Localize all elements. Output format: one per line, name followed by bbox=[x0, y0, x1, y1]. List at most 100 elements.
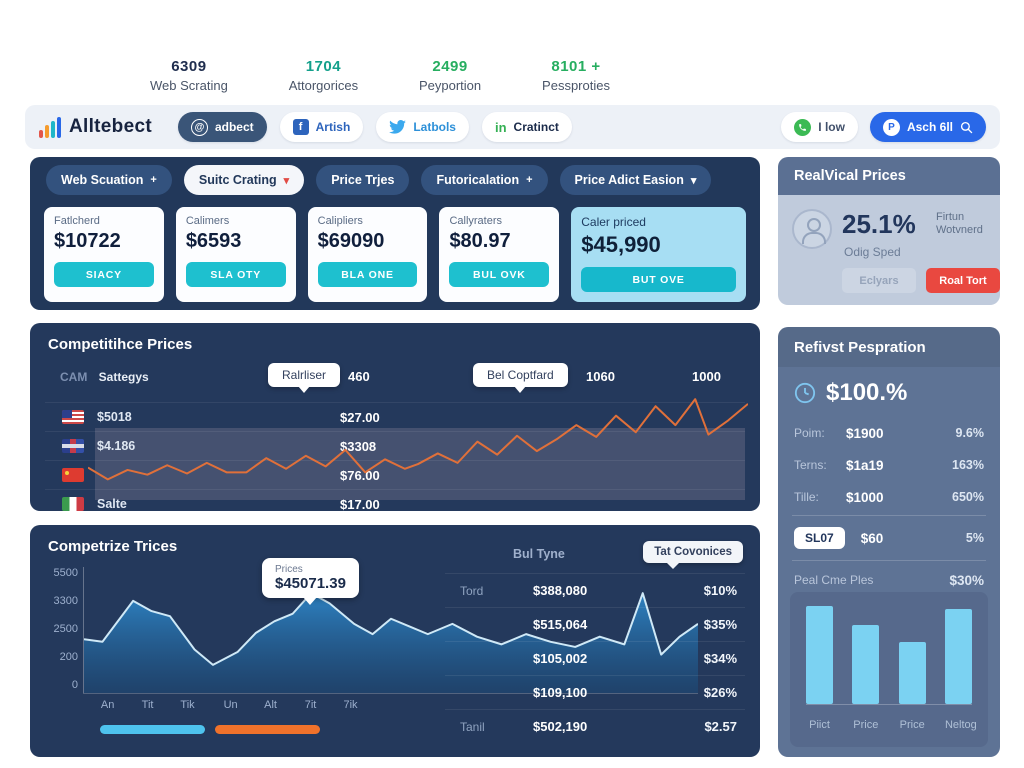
table-row[interactable]: $515,064 $35% bbox=[445, 607, 745, 641]
column-header: Bul Tyne bbox=[513, 547, 565, 561]
sidebar-bar-chart: Piict Price Price Neltog bbox=[790, 592, 988, 747]
button-label: Cratinct bbox=[513, 120, 559, 134]
it-flag-icon bbox=[62, 497, 84, 511]
price-card: Callyraters $80.97 BUL OVK bbox=[439, 207, 560, 302]
card-buy-button[interactable]: BUT OVE bbox=[581, 267, 736, 292]
row-percent: $35% bbox=[703, 617, 737, 632]
row-price: $3308 bbox=[340, 438, 377, 454]
big-value: $100.% bbox=[826, 379, 908, 406]
card-buy-button[interactable]: SLA OTY bbox=[185, 262, 286, 287]
card-label: Calipliers bbox=[317, 215, 363, 227]
tooltip-text: Ralrliser bbox=[282, 368, 327, 382]
nav-price-trjes[interactable]: Price Trjes bbox=[316, 165, 410, 195]
percent-note: Firtun Wotvnerd bbox=[936, 211, 983, 237]
cn-flag-icon bbox=[62, 468, 84, 482]
nav-label: Web Scuation bbox=[61, 173, 144, 187]
tooltip-text: Bel Coptfard bbox=[487, 368, 554, 382]
row-value: $515,064 bbox=[533, 617, 588, 632]
bar-label: Price bbox=[853, 719, 879, 731]
clock-icon bbox=[794, 382, 816, 404]
p-circle-icon: P bbox=[882, 118, 900, 136]
tooltip-label: Prices bbox=[275, 564, 303, 575]
at-circle-icon: @ bbox=[190, 118, 208, 136]
competitor-row[interactable]: $5018 $27.00 bbox=[45, 402, 745, 431]
table-row[interactable]: Tanil $502,190 $2.57 bbox=[445, 709, 745, 743]
nav-label: Suitc Crating bbox=[198, 173, 277, 187]
adbect-button[interactable]: @ adbect bbox=[177, 112, 267, 142]
card-buy-button[interactable]: BUL OVK bbox=[449, 262, 550, 287]
competitor-prices-panel: Competitihce Prices CAM Sattegys Ralrlis… bbox=[30, 323, 760, 511]
row-percent: $26% bbox=[703, 685, 737, 700]
header-bar: Alltebect @ adbect f Artish Latbols in C… bbox=[25, 105, 1000, 149]
stat-label: Attorgorices bbox=[288, 78, 359, 93]
secondary-button[interactable]: Eclyars bbox=[842, 268, 916, 293]
plus-icon: + bbox=[150, 174, 157, 186]
stat-pessproties: 8101 + Pessproties bbox=[542, 58, 610, 93]
row-label: $4.186 bbox=[97, 439, 136, 453]
percent-value: 25.1% bbox=[842, 209, 916, 239]
subtext: Odig Sped bbox=[844, 245, 901, 259]
bar bbox=[944, 608, 972, 704]
nav-suitc-crating[interactable]: Suitc Crating ▾ bbox=[183, 165, 305, 195]
button-label: Asch 6ll bbox=[906, 120, 953, 134]
search-icon bbox=[960, 121, 973, 133]
row-value: $105,002 bbox=[533, 651, 588, 666]
search-action-button[interactable]: P Asch 6ll bbox=[869, 112, 986, 142]
stat-peyportion: 2499 Peyportion bbox=[419, 58, 481, 93]
row-value: $1a19 bbox=[846, 457, 884, 473]
twitter-button[interactable]: Latbols bbox=[376, 112, 469, 142]
row-value: $109,100 bbox=[533, 685, 588, 700]
card-buy-button[interactable]: BLA ONE bbox=[317, 262, 418, 287]
row-value: $388,080 bbox=[533, 583, 588, 598]
panel-buttons: Eclyars Roal Tort bbox=[842, 268, 1000, 293]
panel-title: Refivst Pespration bbox=[778, 327, 1000, 367]
nav-price-adict-easion[interactable]: Price Adict Easion ▾ bbox=[559, 165, 712, 195]
stat-attorgorices: 1704 Attorgorices bbox=[289, 58, 358, 93]
facebook-button[interactable]: f Artish bbox=[279, 112, 364, 142]
row-label: Tanil bbox=[460, 719, 485, 734]
card-buy-button[interactable]: SIACY bbox=[54, 262, 154, 287]
row-price: $17.00 bbox=[340, 496, 380, 512]
card-price: $10722 bbox=[54, 230, 121, 252]
table-header: Bul Tyne Tat Covonices bbox=[445, 535, 745, 573]
nav-bar: Web Scuation + Suitc Crating ▾ Price Trjes… bbox=[30, 157, 760, 203]
bar-label: Neltog bbox=[944, 719, 977, 731]
legend-pill-cyan bbox=[100, 725, 205, 734]
bars-area bbox=[806, 606, 972, 705]
competitor-line-chart bbox=[88, 385, 748, 503]
card-label: Caler priced bbox=[581, 215, 646, 229]
tooltip-value: $45071.39 bbox=[275, 575, 346, 592]
button-label: I low bbox=[818, 120, 845, 134]
competitor-row[interactable]: $76.00 bbox=[45, 460, 745, 489]
row-price: $76.00 bbox=[340, 467, 380, 483]
chevron-down-icon: ▾ bbox=[690, 174, 697, 187]
x-axis-line bbox=[83, 693, 698, 694]
x-axis-ticks: An Tit Tik Un Alt 7it 7ik bbox=[83, 699, 698, 713]
table-row[interactable]: Tord $388,080 $10% bbox=[445, 573, 745, 607]
logo-bars-icon bbox=[39, 116, 61, 138]
table-chip[interactable]: Tat Covonices bbox=[643, 541, 743, 569]
table-row[interactable]: $109,100 $26% bbox=[445, 675, 745, 709]
nav-web-scuation[interactable]: Web Scuation + bbox=[46, 165, 172, 195]
brand-name: Alltebect bbox=[69, 116, 152, 137]
axis-label: 1060 bbox=[586, 369, 615, 384]
row-percent: $10% bbox=[703, 583, 737, 598]
card-price: $6593 bbox=[185, 230, 242, 252]
table-row[interactable]: $105,002 $34% bbox=[445, 641, 745, 675]
value-chip[interactable]: SL07 bbox=[794, 527, 845, 549]
stat-value: 1704 bbox=[305, 58, 342, 75]
primary-red-button[interactable]: Roal Tort bbox=[926, 268, 1000, 293]
competitor-row[interactable]: Salte $17.00 bbox=[45, 489, 745, 511]
row-value: $1000 bbox=[846, 489, 884, 505]
nav-cards-panel: Web Scuation + Suitc Crating ▾ Price Trjes… bbox=[30, 157, 760, 310]
header-actions: I low P Asch 6ll bbox=[781, 112, 986, 142]
divider bbox=[792, 560, 986, 561]
phone-button[interactable]: I low bbox=[781, 112, 858, 142]
axis-label: 460 bbox=[348, 369, 370, 384]
row-label: Tord bbox=[460, 583, 484, 598]
competitor-row[interactable]: $4.186 $3308 bbox=[45, 431, 745, 460]
linkedin-button[interactable]: in Cratinct bbox=[481, 112, 572, 142]
nav-futoricalation[interactable]: Futoricalation + bbox=[421, 165, 548, 195]
chip-value: $60 bbox=[860, 530, 884, 546]
brand-logo[interactable]: Alltebect bbox=[39, 116, 152, 138]
